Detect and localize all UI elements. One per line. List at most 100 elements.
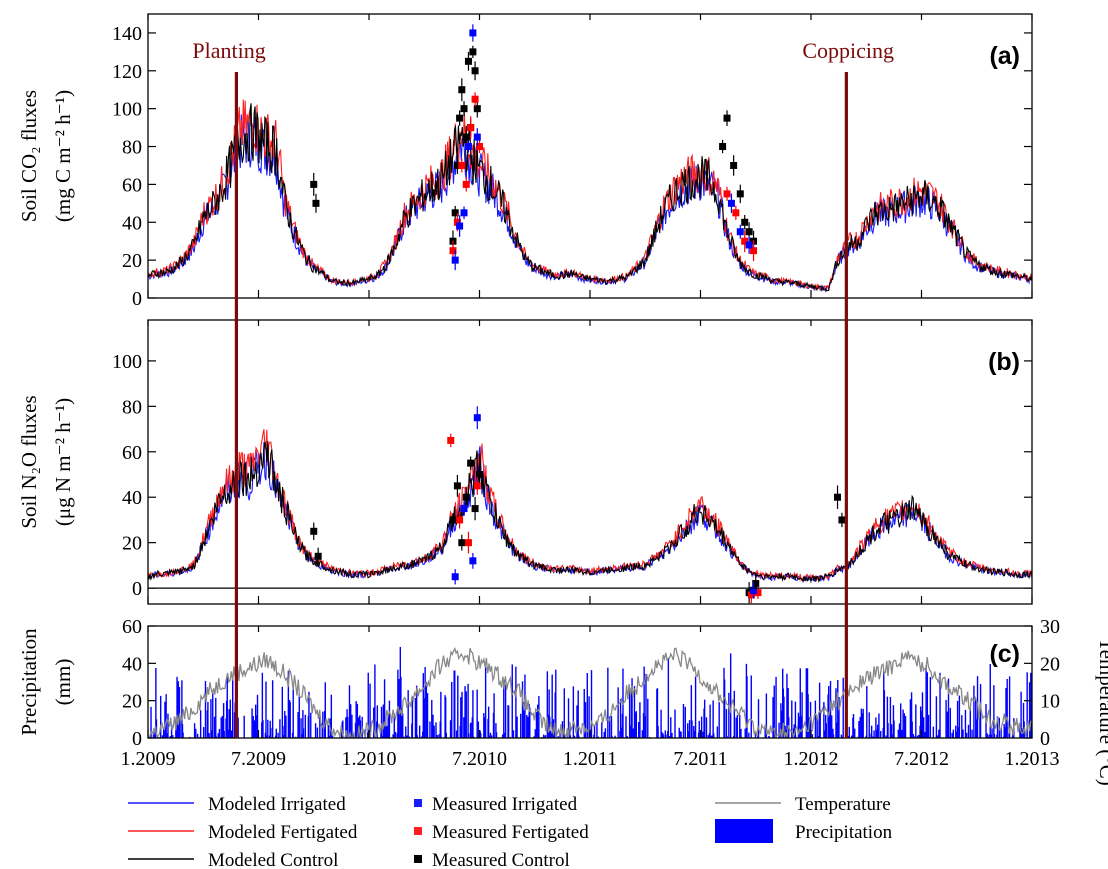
- measured-point: [451, 573, 459, 581]
- measured-point: [464, 143, 472, 151]
- y2-axis-label: Temperature (°C): [1095, 638, 1108, 785]
- legend-marker-swatch: [414, 799, 422, 807]
- legend-marker-swatch: [414, 855, 422, 863]
- measured-point: [310, 180, 318, 188]
- measured-point: [723, 114, 731, 122]
- panel-b-n2o: 0 20 40 60 80 100 Soil N₂O fluxes (μg N m⁻² h⁻¹…: [17, 319, 1033, 605]
- panel-data: [148, 406, 1032, 604]
- measured-point: [453, 161, 461, 169]
- x-tick-label: 1.2012: [784, 748, 839, 770]
- panel-frame: [147, 319, 1033, 605]
- measured-point: [310, 527, 318, 535]
- measured-point: [834, 493, 842, 501]
- legend-marker-swatch: [414, 827, 422, 835]
- measured-point: [745, 241, 753, 249]
- measured-point: [752, 580, 760, 588]
- legend-label: Measured Fertigated: [432, 822, 589, 843]
- y-tick-label: 20: [122, 250, 142, 272]
- measured-point: [453, 218, 461, 226]
- measured-point: [473, 133, 481, 141]
- measured-point: [460, 209, 468, 217]
- y-tick-label: 40: [122, 653, 142, 675]
- y-tick-label: 40: [122, 212, 142, 234]
- measured-point: [476, 143, 483, 151]
- measured-point: [314, 552, 322, 560]
- measured-point: [471, 95, 479, 103]
- measured-point: [730, 161, 738, 169]
- measured-point: [741, 237, 749, 245]
- x-tick-label: 1.2010: [342, 748, 397, 770]
- measured-point: [458, 86, 466, 94]
- panel-a-co2: 0 20 40 60 80 100 120 140 Soil CO₂ fluxes (mg C m…: [17, 13, 1033, 310]
- event-label: Planting: [192, 38, 265, 63]
- x-tick-label: 1.2011: [563, 748, 617, 770]
- panel-data: [148, 646, 1032, 738]
- measured-point: [741, 218, 749, 226]
- x-tick-label: 7.2011: [673, 748, 727, 770]
- y-tick-label: 0: [132, 288, 142, 310]
- y-axis-unit: (μg N m⁻² h⁻¹): [51, 398, 75, 526]
- y-tick-label: 60: [122, 442, 142, 464]
- y-tick-label: 140: [112, 23, 142, 45]
- y2-tick-label: 0: [1040, 728, 1050, 750]
- measured-point: [473, 482, 481, 490]
- y-tick-label: 100: [112, 351, 142, 373]
- event-lines: Planting Coppicing: [192, 38, 894, 738]
- measured-point: [750, 586, 758, 594]
- y-tick-label: 0: [132, 728, 142, 750]
- measured-point: [456, 516, 464, 524]
- y-axis-unit: (mm): [51, 659, 75, 706]
- panel-data: [148, 24, 1032, 293]
- series-modeled-fertigated: [148, 429, 1032, 582]
- measured-point: [449, 516, 457, 524]
- measured-point: [449, 247, 457, 255]
- measured-point: [453, 482, 461, 490]
- legend-label: Measured Control: [432, 850, 570, 869]
- measured-point: [458, 539, 466, 547]
- measured-point: [719, 143, 727, 151]
- measured-point: [460, 505, 468, 513]
- measured-point: [471, 505, 479, 513]
- measured-point: [458, 161, 466, 169]
- measured-point: [476, 470, 483, 478]
- measured-point: [464, 539, 472, 547]
- y-axis-label: Precipitation: [17, 628, 41, 736]
- legend-label: Modeled Fertigated: [208, 822, 358, 843]
- y-tick-label: 40: [122, 487, 142, 509]
- measured-point: [736, 190, 744, 198]
- measured-point: [456, 114, 464, 122]
- measured-point: [471, 67, 479, 75]
- legend: Modeled Irrigated Modeled Fertigated Model…: [128, 794, 893, 869]
- measured-point: [732, 209, 740, 217]
- measured-point: [447, 436, 455, 444]
- x-tick-label: 1.2009: [121, 748, 176, 770]
- y-tick-label: 120: [112, 61, 142, 83]
- measured-point: [467, 124, 475, 132]
- measured-point: [750, 247, 758, 255]
- y2-tick-label: 10: [1040, 691, 1060, 713]
- measured-point: [723, 190, 731, 198]
- y-tick-label: 60: [122, 616, 142, 638]
- panel-label: (a): [989, 42, 1020, 70]
- event-label: Coppicing: [802, 38, 894, 63]
- measured-point: [747, 591, 755, 599]
- measured-point: [312, 199, 320, 207]
- measured-point: [462, 180, 470, 188]
- measured-point: [469, 557, 477, 565]
- series-modeled-irrigated: [148, 441, 1032, 583]
- legend-label: Precipitation: [795, 822, 893, 843]
- measured-point: [469, 48, 477, 56]
- measured-point: [754, 589, 762, 597]
- measured-point: [727, 199, 735, 207]
- y-axis-label: Soil CO₂ fluxes: [17, 90, 41, 222]
- measured-point: [462, 133, 470, 141]
- y-tick-label: 0: [132, 578, 142, 600]
- legend-label: Modeled Irrigated: [208, 794, 346, 815]
- y2-tick-label: 20: [1040, 653, 1060, 675]
- series-modeled-irrigated: [148, 114, 1032, 293]
- y-axis-unit: (mg C m⁻² h⁻¹): [51, 90, 75, 222]
- legend-label: Measured Irrigated: [432, 794, 578, 815]
- legend-patch-swatch: [715, 819, 773, 843]
- measured-point: [460, 105, 468, 113]
